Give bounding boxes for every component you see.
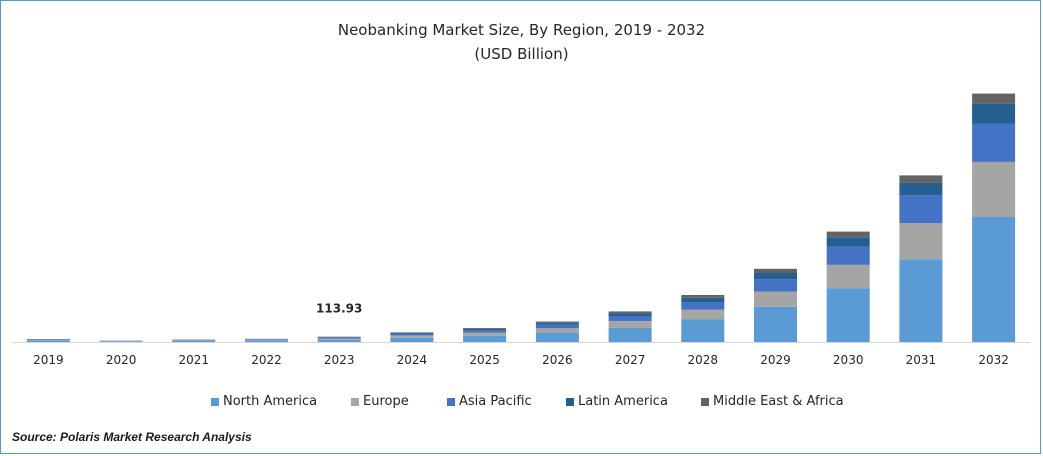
bar-2030-europe <box>826 264 870 289</box>
bar-2023-north-america <box>317 339 361 342</box>
data-label-2023: 113.93 <box>316 302 362 316</box>
bar-2022-asia-pacific <box>245 339 288 340</box>
bar-2029-middle-east-africa <box>754 268 797 273</box>
bar-2024-north-america <box>390 337 434 342</box>
x-tick-label-2021: 2021 <box>179 353 210 367</box>
bar-2021-europe <box>172 340 216 341</box>
bar-2032-north-america <box>972 216 1016 342</box>
bar-2028-latin-america <box>681 297 725 302</box>
legend-item-europe: Europe <box>351 394 409 409</box>
bar-2030-middle-east-africa <box>826 231 870 238</box>
bar-2019-asia-pacific <box>26 339 70 340</box>
bar-2023-europe <box>317 338 361 340</box>
bar-2025-north-america <box>463 335 507 342</box>
bar-2022-europe <box>245 339 288 341</box>
bar-2031-latin-america <box>899 182 943 196</box>
bar-2032-europe <box>972 161 1016 217</box>
bar-2019-europe <box>26 339 70 341</box>
x-tick-label-2023: 2023 <box>324 353 355 367</box>
x-tick-label-2020: 2020 <box>106 353 137 367</box>
bar-2027-europe <box>608 321 652 328</box>
bar-2024-asia-pacific <box>390 334 434 336</box>
x-tick-label-2026: 2026 <box>542 353 573 367</box>
bar-2026-north-america <box>535 332 579 342</box>
bar-2020-north-america <box>99 341 143 342</box>
bar-2026-asia-pacific <box>535 324 579 329</box>
x-tick-label-2031: 2031 <box>906 353 937 367</box>
bar-2019-north-america <box>26 340 70 342</box>
chart-legend: North America Europe Asia Pacific Latin Ame… <box>0 394 1043 414</box>
legend-item-asia-pacific: Asia Pacific <box>447 394 532 409</box>
x-tick-label-2030: 2030 <box>833 353 864 367</box>
x-tick-label-2028: 2028 <box>688 353 719 367</box>
x-tick-label-2029: 2029 <box>760 353 791 367</box>
bar-2028-north-america <box>681 319 725 342</box>
bar-2025-asia-pacific <box>463 330 507 333</box>
bar-2029-north-america <box>754 306 797 342</box>
x-tick-label-2022: 2022 <box>251 353 282 367</box>
bar-2022-north-america <box>245 340 288 342</box>
bar-2027-north-america <box>608 327 652 342</box>
x-tick-label-2025: 2025 <box>469 353 500 367</box>
x-tick-label-2019: 2019 <box>33 353 64 367</box>
legend-item-north-america: North America <box>211 394 317 409</box>
legend-swatch-europe <box>351 397 359 406</box>
chart-subtitle: (USD Billion) <box>474 45 569 63</box>
bar-2032-middle-east-africa <box>972 93 1016 104</box>
bar-2024-europe <box>390 335 434 338</box>
bar-2031-europe <box>899 223 943 260</box>
x-tick-label-2027: 2027 <box>615 353 646 367</box>
legend-swatch-north-america <box>211 397 219 406</box>
source-note: Source: Polaris Market Research Analysis <box>12 430 252 444</box>
bar-2030-latin-america <box>826 237 870 247</box>
bar-2031-middle-east-africa <box>899 175 943 183</box>
bar-2029-latin-america <box>754 273 797 280</box>
legend-label-north-america: North America <box>223 394 318 409</box>
bar-2026-middle-east-africa <box>535 321 579 323</box>
bar-2028-middle-east-africa <box>681 295 725 298</box>
bar-2031-north-america <box>899 259 943 342</box>
x-tick-label-2024: 2024 <box>397 353 428 367</box>
legend-label-asia-pacific: Asia Pacific <box>459 394 532 409</box>
legend-swatch-latin-america <box>566 397 574 406</box>
legend-swatch-middle-east-africa <box>701 397 709 406</box>
bar-2025-middle-east-africa <box>463 328 507 329</box>
bar-2030-asia-pacific <box>826 246 870 265</box>
legend-item-latin-america: Latin America <box>566 394 668 409</box>
bar-2026-latin-america <box>535 322 579 325</box>
legend-label-europe: Europe <box>363 394 409 409</box>
bar-2030-north-america <box>826 288 870 342</box>
x-tick-label-2032: 2032 <box>978 353 1009 367</box>
legend-label-middle-east-africa: Middle East & Africa <box>713 394 844 409</box>
bar-2032-asia-pacific <box>972 123 1016 162</box>
chart-title: Neobanking Market Size, By Region, 2019 … <box>337 21 706 39</box>
bar-2029-asia-pacific <box>754 279 797 292</box>
legend-label-latin-america: Latin America <box>578 394 668 409</box>
legend-swatch-asia-pacific <box>447 397 455 406</box>
bar-2026-europe <box>535 328 579 333</box>
bar-2023-asia-pacific <box>317 337 361 339</box>
bar-2024-middle-east-africa <box>390 332 434 334</box>
bar-2028-europe <box>681 309 725 320</box>
bar-2031-asia-pacific <box>899 195 943 224</box>
bar-2021-north-america <box>172 340 216 342</box>
bar-2028-asia-pacific <box>681 302 725 310</box>
bar-2032-latin-america <box>972 103 1016 124</box>
legend-item-middle-east-africa: Middle East & Africa <box>701 394 844 409</box>
bar-2027-latin-america <box>608 313 652 316</box>
bar-2025-latin-america <box>463 329 507 331</box>
bar-2024-latin-america <box>390 333 434 334</box>
bar-2027-asia-pacific <box>608 316 652 322</box>
bar-2027-middle-east-africa <box>608 311 652 314</box>
bar-2029-europe <box>754 291 797 307</box>
bar-2023-latin-america <box>317 337 361 338</box>
bar-2025-europe <box>463 332 507 336</box>
